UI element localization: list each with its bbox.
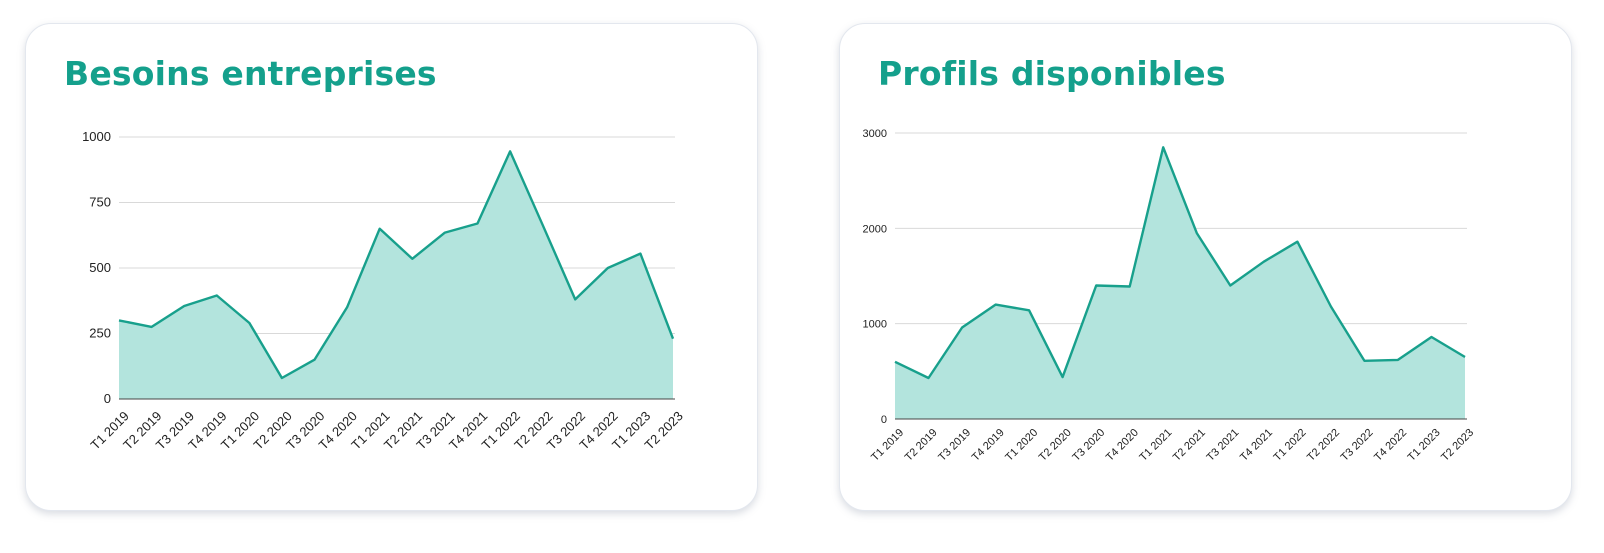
data-point — [410, 256, 415, 261]
data-point — [1261, 259, 1266, 264]
x-tick-label: T2 2020 — [1037, 427, 1074, 464]
data-point — [1127, 284, 1132, 289]
x-tick-label: T2 2019 — [903, 427, 940, 464]
x-tick-label: T4 2021 — [1238, 427, 1275, 464]
chart-card-besoins: Besoins entreprises 0 250 500 750 1000 T1 201… — [25, 23, 758, 511]
data-point — [893, 359, 898, 364]
data-point — [1395, 357, 1400, 362]
data-point — [377, 226, 382, 231]
y-tick-label: 750 — [89, 195, 111, 210]
data-point — [1194, 231, 1199, 236]
data-point — [573, 297, 578, 302]
chart-title: Besoins entreprises — [64, 54, 437, 93]
data-point — [1094, 283, 1099, 288]
data-point — [1295, 239, 1300, 244]
data-point — [475, 221, 480, 226]
data-point — [312, 357, 317, 362]
data-point — [149, 324, 154, 329]
area-fill — [895, 147, 1465, 420]
x-tick-label: T4 2019 — [970, 427, 1007, 464]
data-point — [638, 251, 643, 256]
data-point — [960, 325, 965, 330]
data-point — [1429, 335, 1434, 340]
x-tick-label: T1 2019 — [869, 427, 906, 464]
y-tick-label: 500 — [89, 260, 111, 275]
y-tick-label: 2000 — [863, 223, 887, 235]
y-tick-label: 1000 — [863, 319, 887, 331]
data-point — [1463, 355, 1468, 360]
chart-card-profils: Profils disponibles 0 1000 2000 3000 T1 2019… — [839, 23, 1572, 511]
chart-title: Profils disponibles — [878, 54, 1226, 93]
data-point — [1161, 145, 1166, 150]
x-tick-label: T1 2023 — [1406, 427, 1443, 464]
y-tick-label: 250 — [89, 326, 111, 341]
data-point — [442, 230, 447, 235]
data-point — [182, 304, 187, 309]
data-point — [926, 376, 931, 381]
y-tick-label: 0 — [104, 391, 111, 406]
data-point — [540, 222, 545, 227]
x-tick-label: T4 2022 — [1372, 427, 1409, 464]
y-tick-label: 1000 — [82, 129, 111, 144]
x-tick-label: T2 2023 — [1439, 427, 1476, 464]
data-point — [671, 336, 676, 341]
data-point — [345, 305, 350, 310]
data-point — [508, 149, 513, 154]
data-point — [247, 321, 252, 326]
data-point — [214, 293, 219, 298]
x-tick-label: T3 2022 — [1339, 427, 1376, 464]
data-point — [1362, 358, 1367, 363]
data-point — [117, 318, 122, 323]
data-point — [1060, 375, 1065, 380]
x-tick-label: T1 2022 — [1272, 427, 1309, 464]
series-line — [894, 146, 1466, 380]
x-tick-label: T3 2021 — [1204, 427, 1241, 464]
x-tick-label: T2 2021 — [1171, 427, 1208, 464]
x-tick-label: T1 2021 — [1137, 427, 1174, 464]
data-point — [993, 302, 998, 307]
data-point — [1228, 283, 1233, 288]
x-tick-label: T4 2020 — [1104, 427, 1141, 464]
data-point — [1328, 304, 1333, 309]
data-point — [1027, 308, 1032, 313]
y-tick-label: 0 — [881, 414, 887, 426]
x-tick-label: T2 2022 — [1305, 427, 1342, 464]
area-fill — [119, 151, 673, 399]
series-line — [118, 150, 675, 380]
y-tick-label: 3000 — [863, 128, 887, 140]
data-point — [605, 266, 610, 271]
data-point — [279, 376, 284, 381]
x-tick-label: T3 2020 — [1070, 427, 1107, 464]
x-tick-label: T3 2019 — [936, 427, 973, 464]
x-tick-label: T1 2020 — [1003, 427, 1040, 464]
